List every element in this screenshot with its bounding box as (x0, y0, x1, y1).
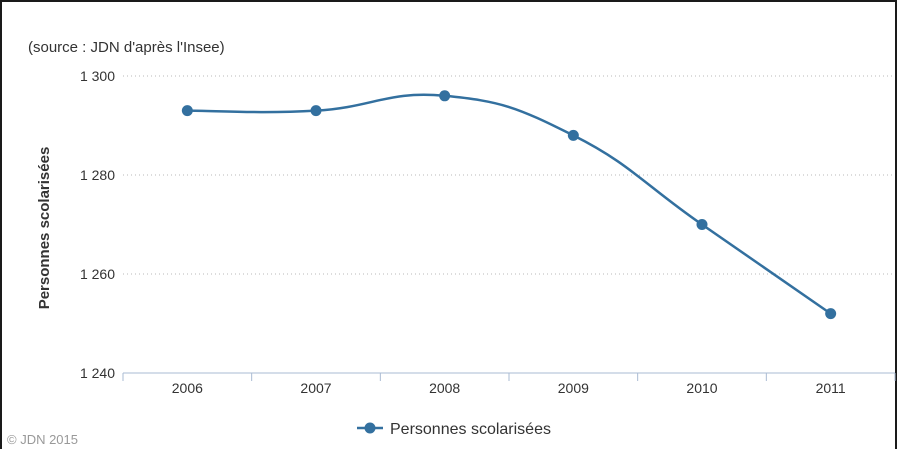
x-tick-label: 2007 (300, 380, 331, 396)
legend-marker (364, 422, 376, 434)
series-line-0 (187, 93, 832, 315)
data-point-2007[interactable] (310, 105, 322, 117)
data-point-2006[interactable] (181, 105, 193, 117)
x-tick-label: 2008 (429, 380, 460, 396)
series-layer (181, 90, 837, 320)
data-point-2011[interactable] (825, 308, 837, 320)
data-point-2010[interactable] (696, 219, 708, 230)
x-tick-label: 2011 (816, 380, 846, 396)
y-axis-ticks: 1 240 1 260 1 280 1 300 (80, 68, 115, 381)
legend[interactable]: Personnes scolarisées (357, 421, 551, 438)
data-point-2008[interactable] (439, 90, 451, 102)
data-point-2009[interactable] (567, 129, 579, 141)
chart-source-note: (source : JDN d'après l'Insee) (28, 39, 225, 56)
x-tick-label: 2009 (558, 380, 589, 396)
legend-label: Personnes scolarisées (390, 421, 551, 438)
y-tick-label: 1 240 (80, 365, 115, 381)
x-tick-label: 2006 (172, 380, 203, 396)
y-axis-label: Personnes scolarisées (36, 147, 53, 310)
y-tick-label: 1 260 (80, 266, 115, 282)
x-axis: 2006 2007 2008 2009 2010 2011 (122, 372, 896, 396)
grid-lines (123, 75, 895, 275)
x-tick-label: 2010 (686, 380, 717, 396)
y-tick-label: 1 300 (80, 68, 115, 84)
copyright-credit: © JDN 2015 (7, 432, 78, 447)
y-tick-label: 1 280 (80, 167, 115, 183)
